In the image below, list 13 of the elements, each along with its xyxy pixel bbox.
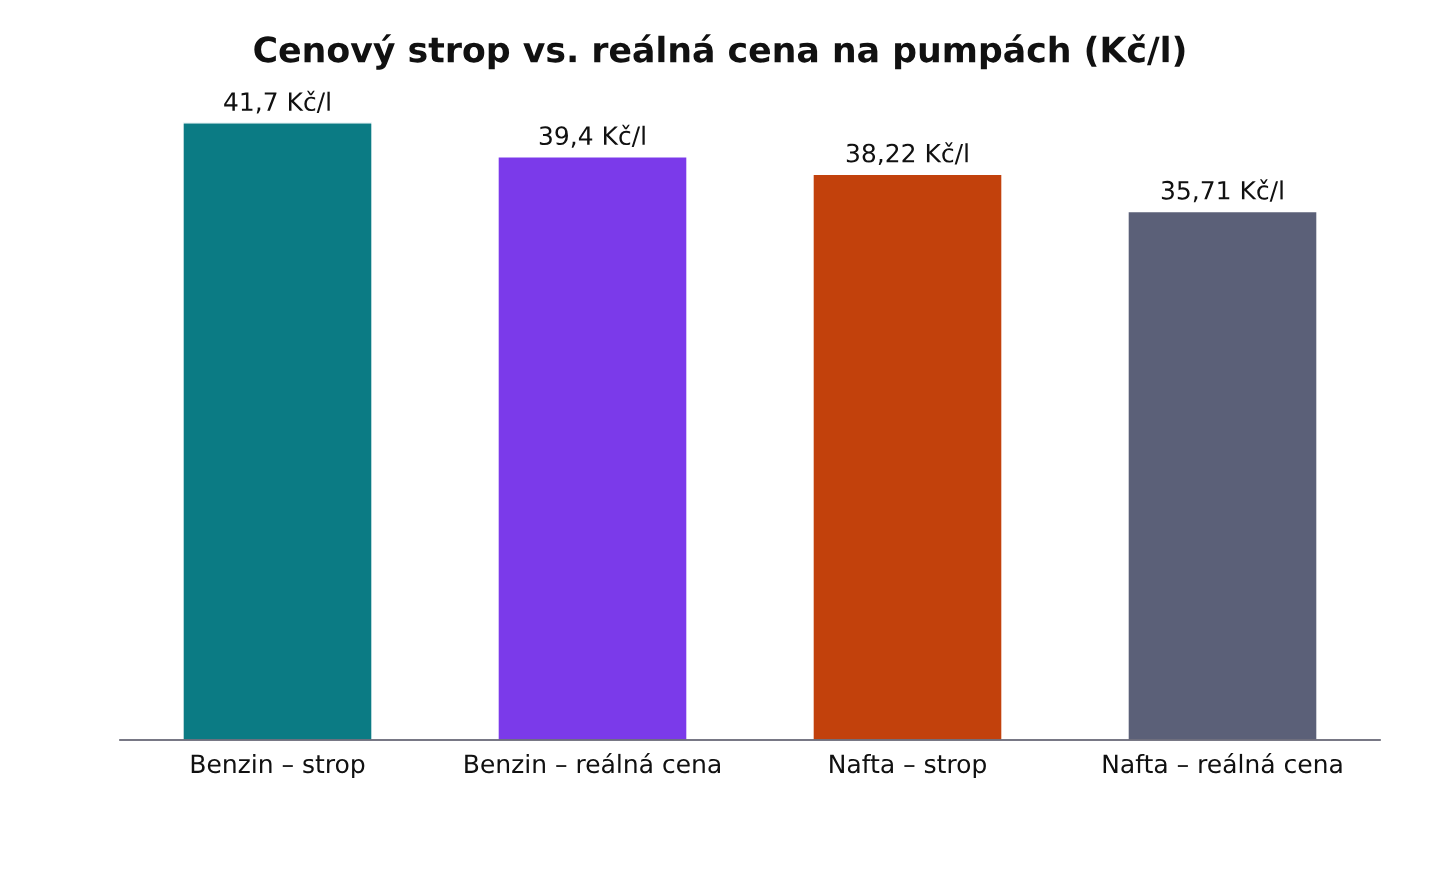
x-tick-label: Nafta – strop — [830, 753, 986, 779]
bar — [182, 122, 373, 740]
x-tick-label: Benzin – strop — [191, 753, 365, 779]
x-tick-label: Nafta – reálná cena — [1103, 752, 1342, 774]
bar — [1127, 210, 1318, 740]
data-label: 39,4 Kč/l — [539, 124, 645, 148]
data-label: 38,22 Kč/l — [846, 142, 968, 166]
bar — [812, 173, 1003, 740]
bar — [497, 156, 688, 740]
chart-title: Cenový strop vs. reálná cena na pumpách (Kč/l) — [254, 34, 1185, 70]
data-label: 35,71 Kč/l — [1161, 179, 1283, 203]
x-tick-label: Benzin – reálná cena — [465, 752, 720, 774]
data-label: 41,7 Kč/l — [224, 90, 330, 114]
